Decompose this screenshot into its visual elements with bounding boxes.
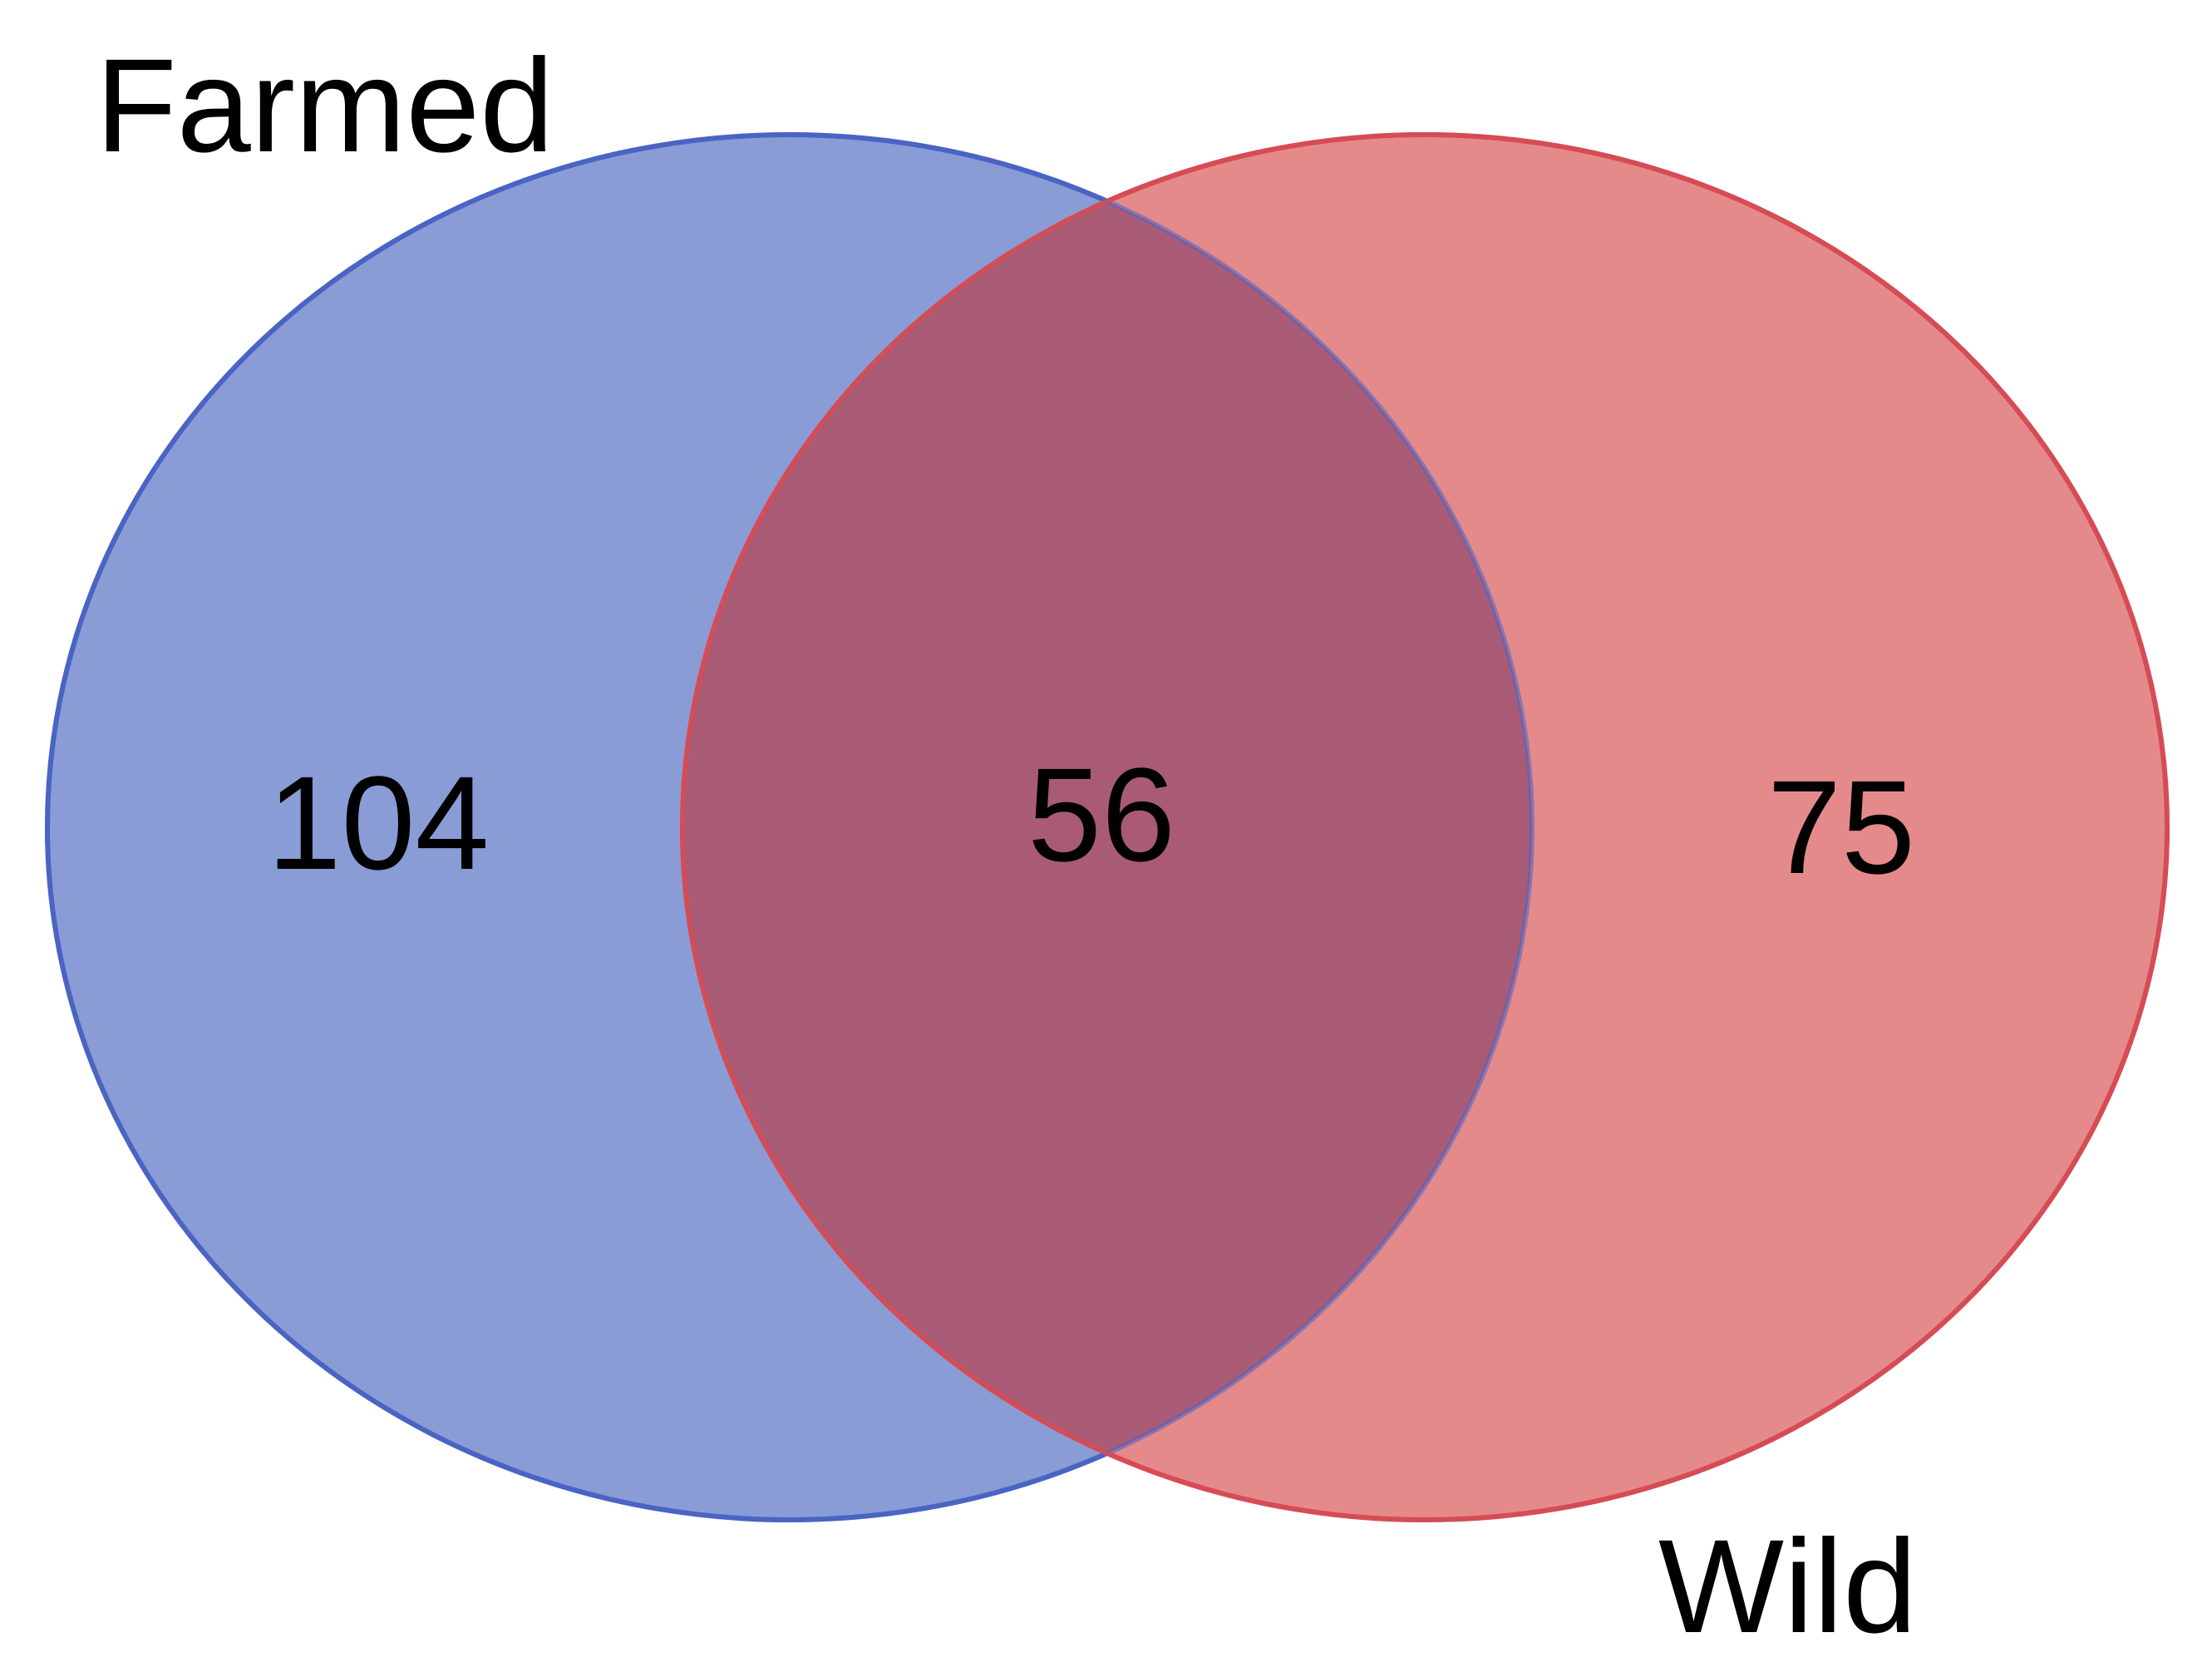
farmed-set-outline [45, 132, 1535, 1522]
wild-set-outline [680, 132, 2170, 1522]
wild-only-count: 75 [1767, 752, 1915, 901]
farmed-set-label: Farmed [96, 31, 554, 180]
farmed-only-count: 104 [268, 748, 490, 897]
intersection-region [682, 135, 1532, 1520]
wild-set-label: Wild [1658, 1512, 1917, 1660]
intersection-count: 56 [1027, 740, 1175, 889]
